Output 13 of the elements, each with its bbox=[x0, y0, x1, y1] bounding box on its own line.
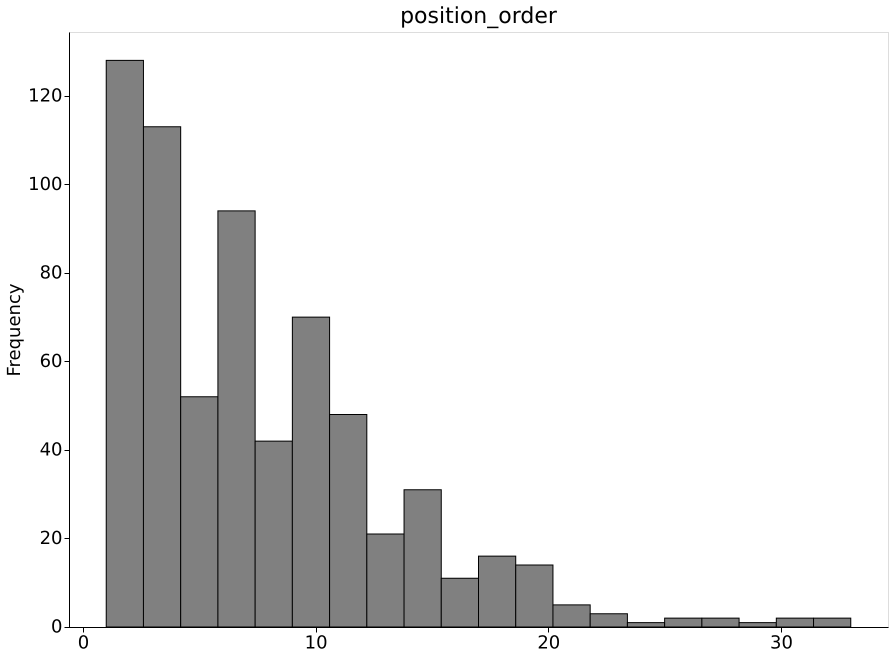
x-tick-label: 10 bbox=[304, 632, 328, 654]
y-tick-label: 100 bbox=[28, 174, 62, 195]
y-axis-title: Frequency bbox=[4, 283, 26, 376]
y-tick-label: 0 bbox=[51, 616, 62, 638]
y-tick-label: 60 bbox=[40, 350, 62, 372]
y-tick-label: 80 bbox=[40, 262, 62, 284]
y-tick-label: 40 bbox=[40, 439, 62, 460]
x-tick-label: 20 bbox=[537, 632, 560, 654]
x-tick-label: 0 bbox=[78, 632, 90, 654]
chart-title: position_order bbox=[400, 4, 558, 29]
y-tick-label: 120 bbox=[28, 85, 62, 106]
x-tick-label: 30 bbox=[770, 632, 793, 654]
y-tick-label: 20 bbox=[40, 528, 62, 549]
